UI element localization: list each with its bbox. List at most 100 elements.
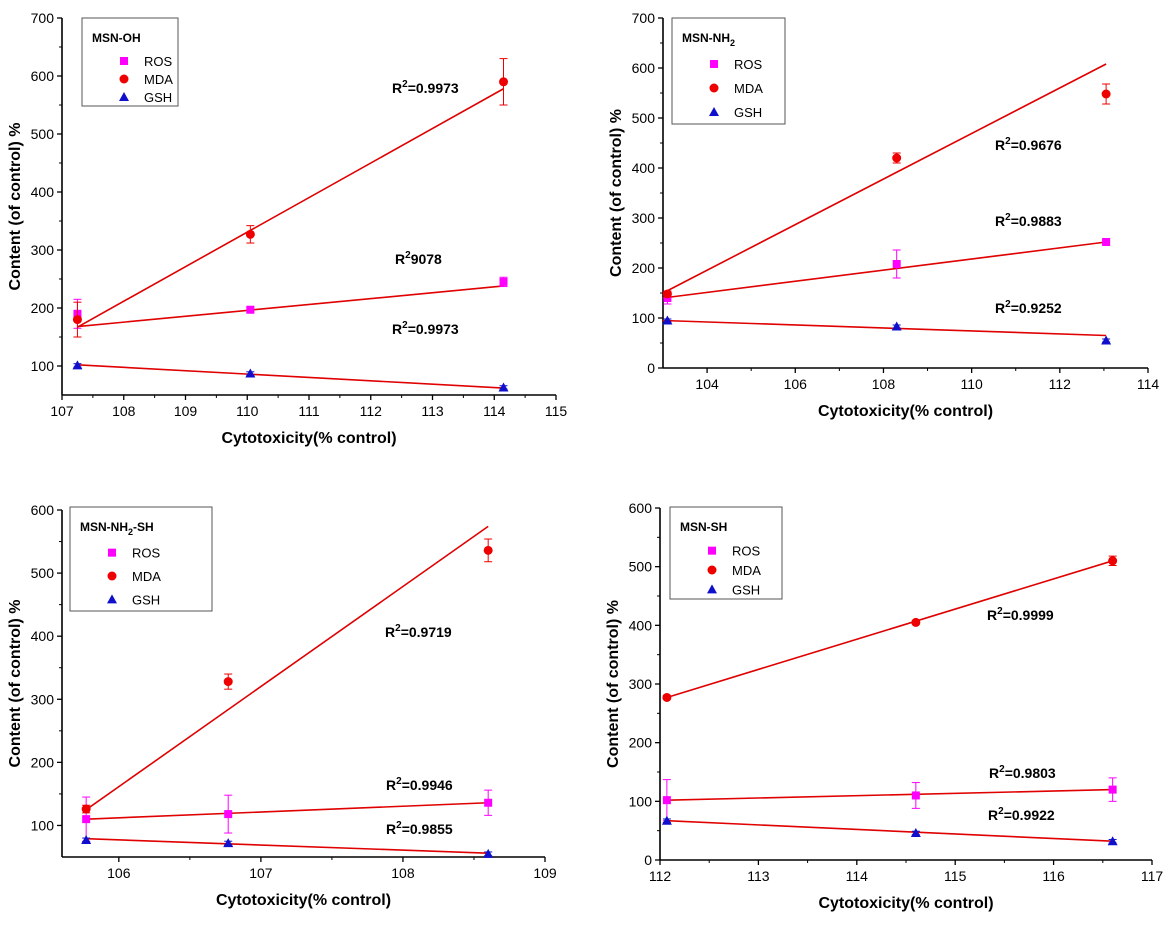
y-tick-label: 700 [632, 10, 656, 26]
series-ros: R2=0.9946 [82, 776, 493, 842]
fit-line-ros [666, 788, 1113, 801]
data-point-ros [82, 815, 91, 824]
r2-annotation: R2=0.9973 [392, 320, 459, 337]
legend-title-main: MSN-NH [682, 31, 730, 45]
x-axis-title: Cytotoxicity(% control) [221, 430, 396, 447]
data-point-mda [223, 677, 233, 687]
data-point-gsh [1101, 335, 1112, 345]
r2-value: =0.9719 [401, 624, 452, 640]
data-point-gsh [910, 828, 921, 838]
legend: MSN-NH2-SH ROS MDA GSH [69, 506, 213, 612]
r2-annotation: R2=0.9252 [995, 299, 1062, 316]
x-tick-label: 113 [747, 868, 770, 884]
r2-annotation: R2=0.9999 [987, 606, 1054, 623]
legend-label-mda: MDA [132, 569, 161, 584]
data-point-ros [1102, 238, 1111, 246]
y-axis-title: Content (of control) % [605, 600, 622, 768]
data-point-ros [484, 798, 493, 807]
data-point-ros [911, 791, 920, 800]
data-point-gsh [1107, 836, 1118, 846]
legend-title: MSN-OH [92, 31, 141, 45]
legend-marker-mda [107, 571, 117, 581]
x-tick-label: 115 [545, 403, 568, 419]
y-tick-label: 0 [644, 852, 652, 868]
series-mda: R2=0.9999 [662, 555, 1118, 702]
legend-label-gsh: GSH [734, 105, 762, 120]
x-tick-label: 109 [174, 403, 198, 419]
x-tick-label: 108 [391, 865, 415, 881]
r2-value: =0.9946 [402, 777, 453, 793]
legend-title-main: MSN-SH [680, 520, 727, 534]
legend-marker-ros [120, 57, 128, 65]
r2-annotation: R2=0.9719 [385, 623, 452, 640]
data-point-gsh [245, 368, 256, 378]
legend-label-mda: MDA [732, 563, 761, 578]
legend-marker-gsh [707, 584, 717, 594]
legend-marker-gsh [119, 92, 129, 101]
y-tick-label: 200 [31, 300, 55, 316]
legend-marker-mda [119, 74, 129, 84]
x-tick-label: 112 [1049, 376, 1072, 392]
y-axis-title: Content (of control) % [7, 600, 24, 768]
x-tick-label: 116 [1042, 868, 1065, 884]
data-point-gsh [81, 834, 92, 844]
y-axis-title: Content (of control) % [7, 123, 24, 291]
legend-label-mda: MDA [734, 81, 763, 96]
legend: MSN-SH ROS MDA GSH [669, 506, 783, 600]
y-tick-label: 100 [629, 793, 653, 809]
r2-value: =0.9922 [1004, 807, 1055, 823]
fit-line-ros [662, 241, 1107, 299]
data-point-mda [1101, 89, 1111, 99]
data-point-mda [1108, 556, 1118, 566]
fit-line-ros [77, 285, 504, 328]
legend-title-main: MSN-NH [80, 520, 128, 534]
x-axis-title: Cytotoxicity(% control) [216, 892, 391, 909]
series-gsh: R2=0.9922 [661, 806, 1118, 846]
fit-line-gsh [77, 364, 504, 389]
series-mda: R2=0.9719 [81, 525, 493, 814]
x-tick-label: 117 [1141, 868, 1164, 884]
x-tick-label: 112 [649, 868, 672, 884]
x-tick-label: 113 [421, 403, 444, 419]
data-point-gsh [72, 360, 83, 370]
y-tick-label: 400 [31, 184, 55, 200]
legend-box [671, 17, 786, 125]
x-tick-label: 114 [846, 868, 869, 884]
r2-annotation: R2=0.9946 [386, 776, 453, 793]
data-point-mda [245, 229, 255, 239]
legend-marker-mda [709, 83, 719, 93]
fit-line-mda [666, 560, 1113, 699]
y-tick-label: 400 [629, 617, 653, 633]
data-point-mda [499, 77, 509, 87]
y-tick-label: 300 [31, 691, 55, 707]
data-point-mda [892, 153, 902, 163]
fit-line-ros [86, 801, 489, 820]
x-tick-label: 106 [784, 376, 808, 392]
x-axis-title: Cytotoxicity(% control) [818, 403, 993, 420]
y-tick-label: 500 [632, 110, 656, 126]
data-point-gsh [498, 382, 509, 392]
legend-label-gsh: GSH [144, 90, 172, 105]
series-gsh: R2=0.9252 [662, 299, 1112, 345]
x-tick-label: 110 [236, 403, 259, 419]
x-tick-label: 107 [249, 865, 273, 881]
legend-label-mda: MDA [144, 72, 173, 87]
y-tick-label: 600 [31, 68, 55, 84]
series-gsh: R2=0.9973 [72, 320, 509, 392]
y-tick-label: 400 [632, 160, 656, 176]
fit-line-mda [77, 88, 504, 328]
legend-marker-ros [708, 546, 716, 555]
y-tick-label: 100 [31, 817, 55, 833]
y-tick-label: 200 [629, 735, 653, 751]
y-tick-label: 0 [647, 360, 655, 376]
r2-annotation: R2=0.9855 [386, 820, 453, 837]
y-axis-title: Content (of control) % [608, 109, 625, 277]
data-point-ros [246, 305, 255, 314]
data-point-gsh [483, 848, 494, 858]
legend-box [669, 506, 783, 600]
r2-value: =0.9855 [402, 821, 453, 837]
legend-marker-gsh [709, 107, 719, 116]
r2-value: =0.9252 [1011, 300, 1062, 316]
series-gsh: R2=0.9855 [81, 820, 494, 858]
legend-label-gsh: GSH [732, 582, 760, 597]
